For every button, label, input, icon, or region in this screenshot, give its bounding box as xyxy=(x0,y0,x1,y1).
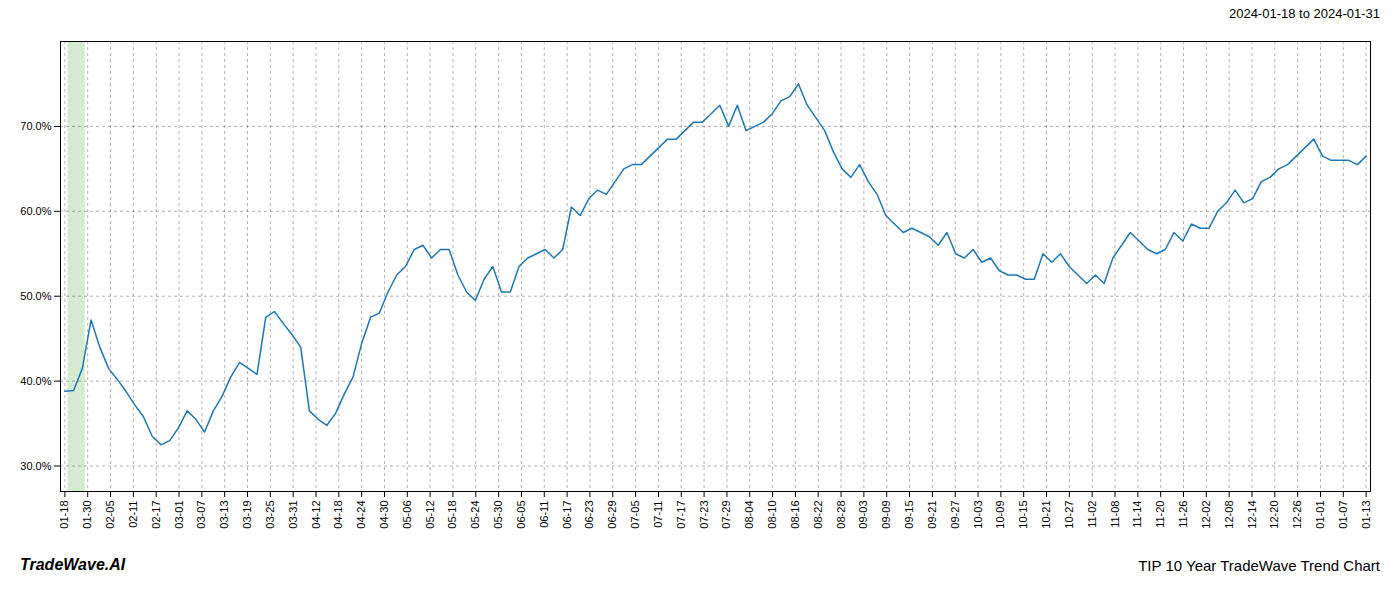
svg-text:07-23: 07-23 xyxy=(698,501,710,529)
svg-text:08-16: 08-16 xyxy=(789,501,801,529)
svg-text:03-01: 03-01 xyxy=(173,501,185,529)
svg-text:05-06: 05-06 xyxy=(401,501,413,529)
svg-text:04-18: 04-18 xyxy=(332,501,344,529)
html-text:2024-01-18 to 2024-01-31: 2024-01-18 to 2024-01-31 xyxy=(1228,6,1380,21)
html-text:TradeWave.AI: TradeWave.AI xyxy=(20,556,126,573)
svg-text:12-26: 12-26 xyxy=(1291,501,1303,529)
svg-text:01-13: 01-13 xyxy=(1360,501,1372,529)
svg-text:03-31: 03-31 xyxy=(287,501,299,529)
svg-text:11-02: 11-02 xyxy=(1086,501,1098,528)
svg-text:04-24: 04-24 xyxy=(355,501,367,529)
svg-text:10-21: 10-21 xyxy=(1040,501,1052,529)
svg-text:09-27: 09-27 xyxy=(949,501,961,529)
svg-text:08-10: 08-10 xyxy=(766,501,778,529)
svg-text:01-30: 01-30 xyxy=(81,501,93,529)
svg-text:04-12: 04-12 xyxy=(310,501,322,529)
svg-text:08-22: 08-22 xyxy=(812,501,824,529)
svg-text:03-13: 03-13 xyxy=(218,501,230,529)
svg-text:07-05: 07-05 xyxy=(629,501,641,529)
svg-text:12-20: 12-20 xyxy=(1268,501,1280,529)
svg-text:02-05: 02-05 xyxy=(104,501,116,529)
svg-text:11-20: 11-20 xyxy=(1154,501,1166,528)
svg-text:10-15: 10-15 xyxy=(1017,501,1029,529)
svg-text:02-11: 02-11 xyxy=(127,501,139,528)
svg-text:03-19: 03-19 xyxy=(241,501,253,529)
svg-text:09-03: 09-03 xyxy=(857,501,869,529)
svg-text:10-27: 10-27 xyxy=(1063,501,1075,529)
svg-text:70.0%: 70.0% xyxy=(20,120,51,132)
svg-text:07-29: 07-29 xyxy=(720,501,732,529)
svg-text:09-09: 09-09 xyxy=(880,501,892,529)
html-text:TIP 10 Year TradeWave Trend Ch: TIP 10 Year TradeWave Trend Chart xyxy=(1138,557,1380,574)
svg-text:02-17: 02-17 xyxy=(150,501,162,529)
svg-text:07-17: 07-17 xyxy=(675,501,687,529)
svg-text:04-30: 04-30 xyxy=(378,501,390,529)
svg-text:11-14: 11-14 xyxy=(1131,501,1143,528)
svg-text:01-18: 01-18 xyxy=(58,501,70,529)
svg-text:10-09: 10-09 xyxy=(994,501,1006,529)
svg-text:06-29: 06-29 xyxy=(606,501,618,529)
svg-text:06-23: 06-23 xyxy=(583,501,595,529)
svg-text:06-17: 06-17 xyxy=(561,501,573,529)
svg-text:30.0%: 30.0% xyxy=(20,460,51,472)
svg-text:08-04: 08-04 xyxy=(743,501,755,529)
svg-text:06-11: 06-11 xyxy=(538,501,550,528)
svg-text:40.0%: 40.0% xyxy=(20,375,51,387)
svg-text:03-07: 03-07 xyxy=(195,501,207,529)
svg-text:12-08: 12-08 xyxy=(1223,501,1235,529)
svg-text:12-14: 12-14 xyxy=(1246,501,1258,529)
svg-text:03-25: 03-25 xyxy=(264,501,276,529)
svg-text:10-03: 10-03 xyxy=(972,501,984,529)
svg-text:06-05: 06-05 xyxy=(515,501,527,529)
svg-text:01-07: 01-07 xyxy=(1337,501,1349,529)
svg-text:12-02: 12-02 xyxy=(1200,501,1212,529)
svg-text:07-11: 07-11 xyxy=(652,501,664,528)
svg-text:11-26: 11-26 xyxy=(1177,501,1189,528)
svg-text:05-24: 05-24 xyxy=(469,501,481,529)
svg-text:11-08: 11-08 xyxy=(1109,501,1121,528)
svg-text:01-01: 01-01 xyxy=(1314,501,1326,529)
svg-text:05-18: 05-18 xyxy=(446,501,458,529)
svg-text:60.0%: 60.0% xyxy=(20,205,51,217)
svg-text:05-30: 05-30 xyxy=(492,501,504,529)
svg-text:08-28: 08-28 xyxy=(835,501,847,529)
svg-text:09-21: 09-21 xyxy=(926,501,938,529)
svg-text:50.0%: 50.0% xyxy=(20,290,51,302)
svg-text:09-15: 09-15 xyxy=(903,501,915,529)
svg-text:05-12: 05-12 xyxy=(424,501,436,529)
